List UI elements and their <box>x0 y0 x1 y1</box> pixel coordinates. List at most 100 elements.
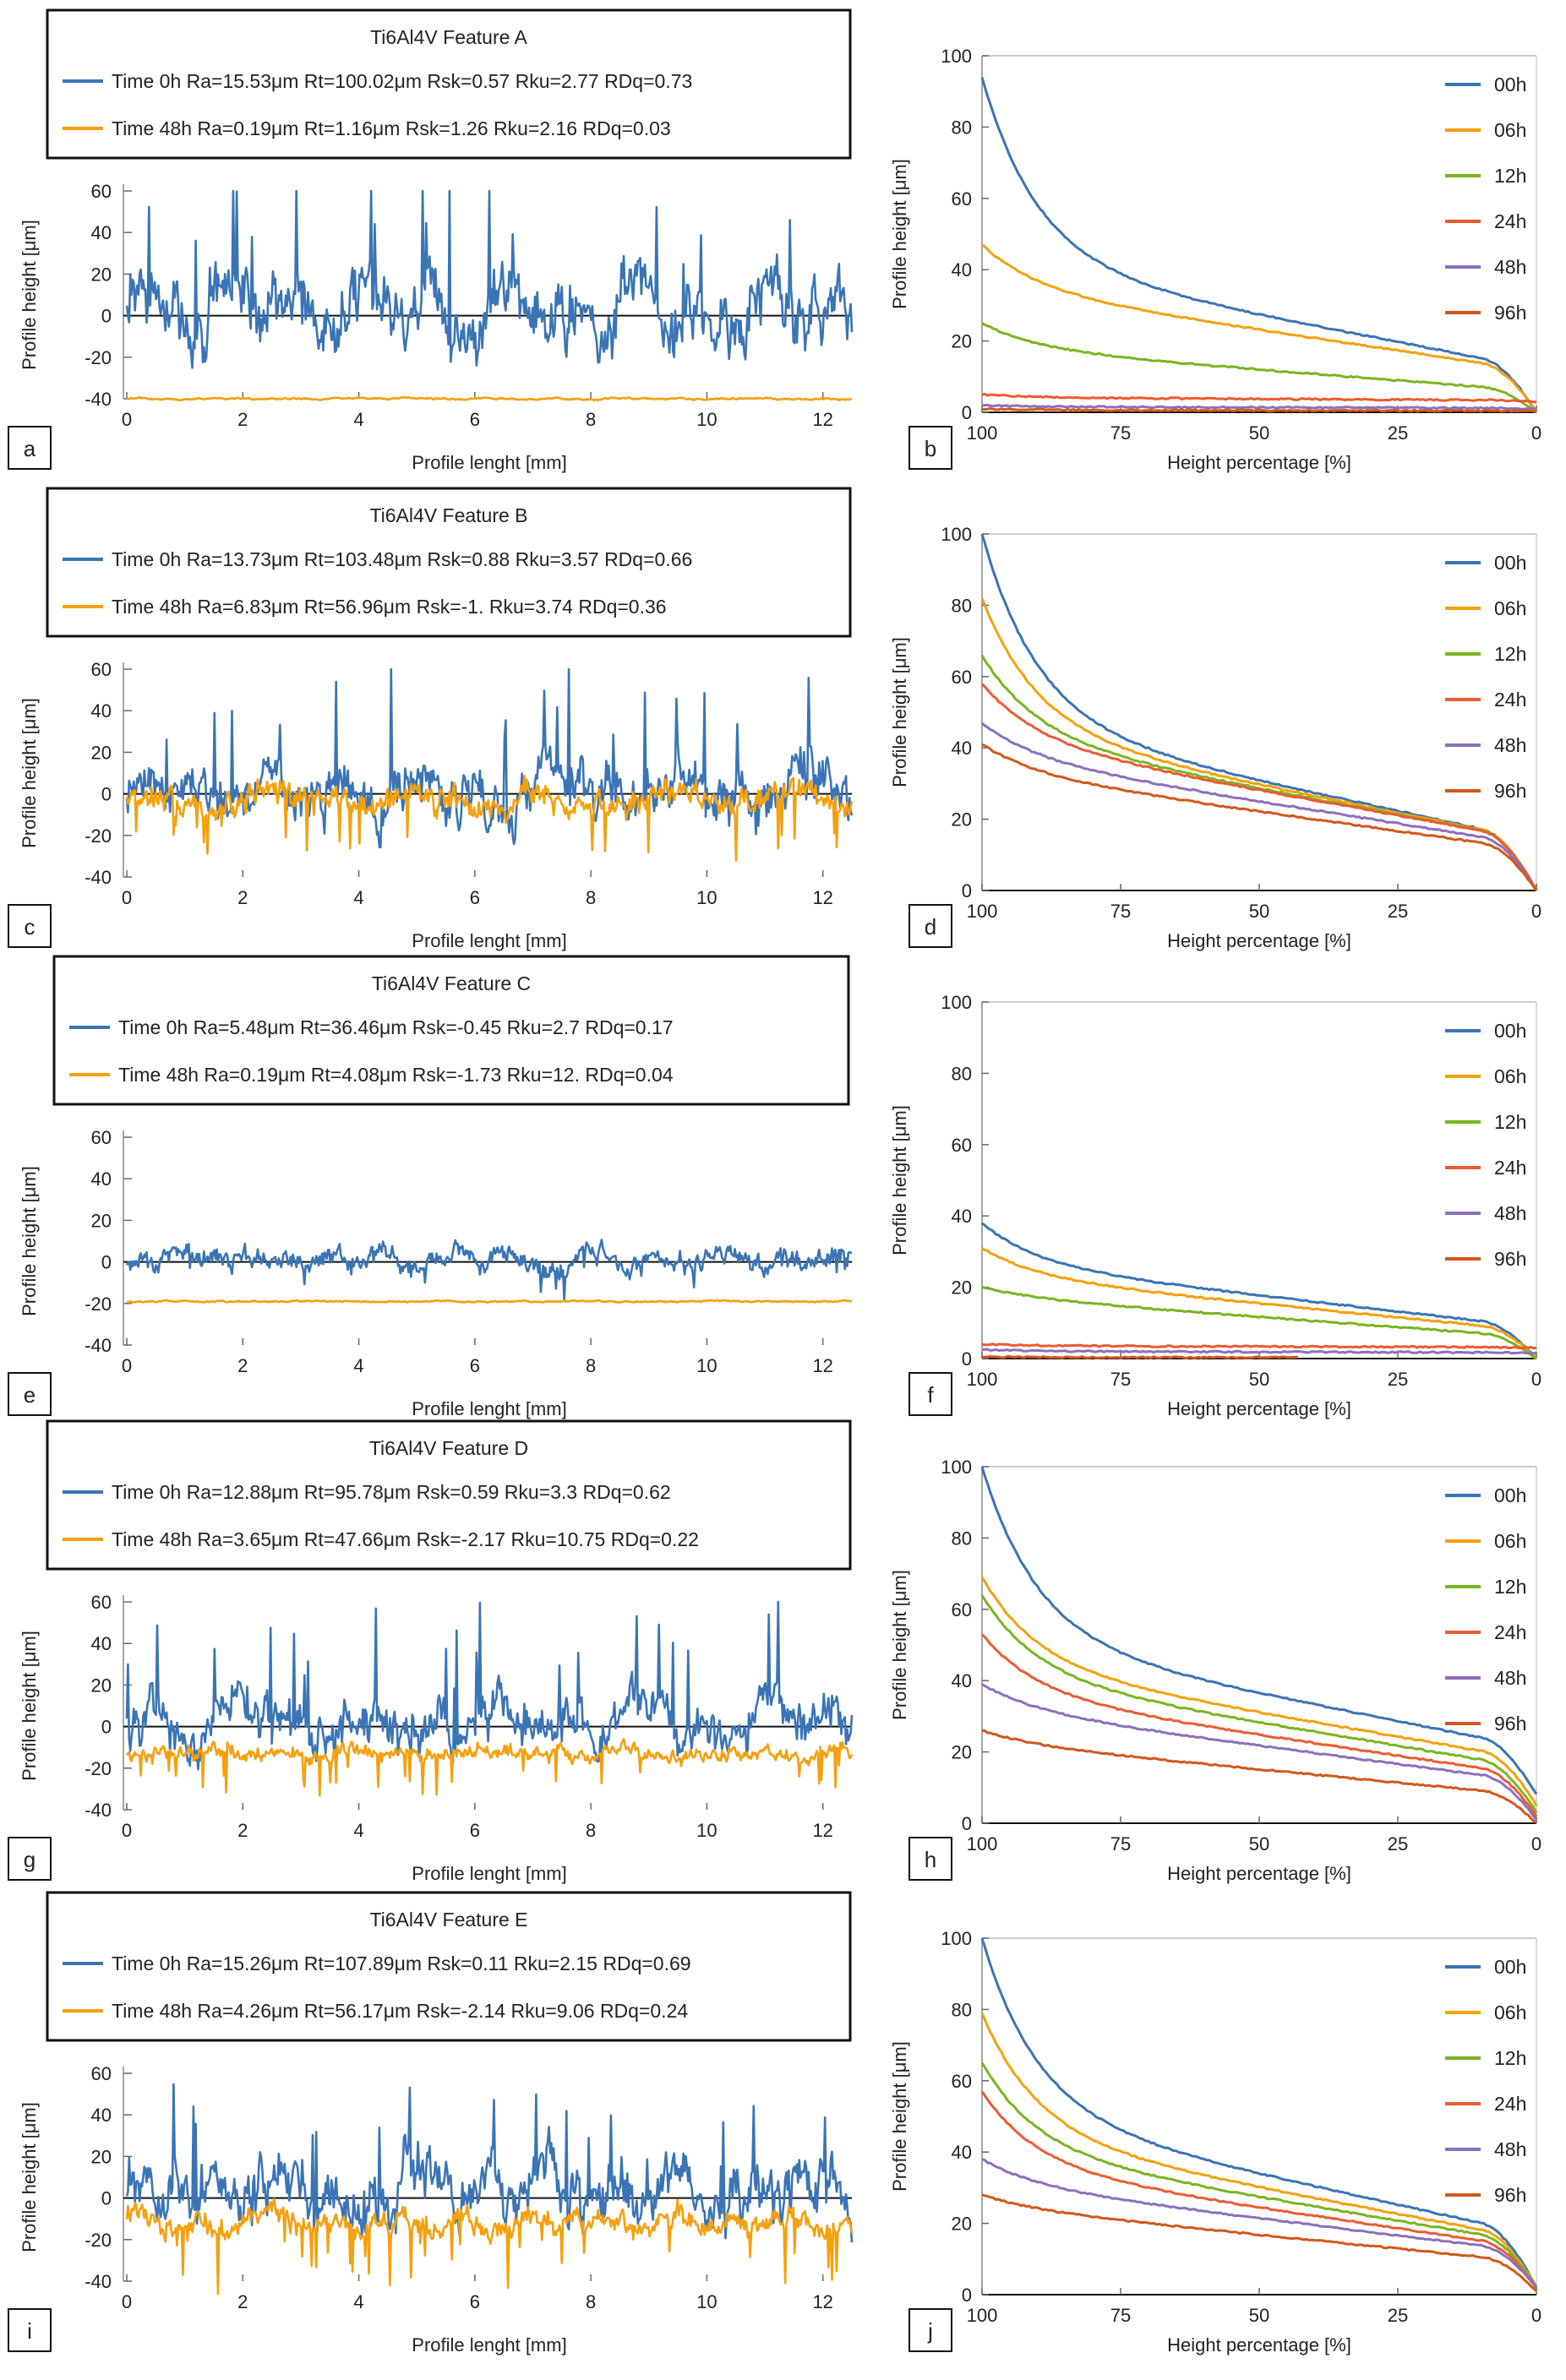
series-line-00h <box>980 1466 1538 1795</box>
x-tick-label: 10 <box>696 887 717 908</box>
series-line-96h <box>981 2193 1538 2292</box>
chart-panel-d: 0 20 40 60 80 100 100 75 50 25 0 00h 06h 12h 24h 48h 96h… <box>889 524 1541 951</box>
chart-panel-e: Ti6Al4V Feature C Time 0h Ra=5.48μm Rt=36… <box>8 955 852 1419</box>
x-tick-label: 25 <box>1388 422 1408 444</box>
x-axis-label: Height percentage [%] <box>1167 1863 1351 1884</box>
legend-entry: 96h <box>1494 302 1526 324</box>
legend-entry: 00h <box>1494 74 1526 95</box>
x-tick-label: 0 <box>1531 901 1541 922</box>
series-line-96h <box>981 1354 1298 1359</box>
legend-entry: Time 0h Ra=13.73μm Rt=103.48μm Rsk=0.88 … <box>112 548 692 570</box>
y-tick-label: 0 <box>101 1252 112 1273</box>
panel-letter-box <box>908 904 952 948</box>
series-line-time-0h <box>125 667 854 849</box>
y-tick-label: 100 <box>941 992 972 1013</box>
legend-entry: 12h <box>1494 1111 1526 1133</box>
panel-letter-box <box>908 1837 952 1881</box>
legend-entry: 06h <box>1494 597 1526 619</box>
x-tick-label: 8 <box>586 887 596 908</box>
x-axis-label: Profile lenght [mm] <box>412 2334 566 2355</box>
chart-panel-g: Ti6Al4V Feature D Time 0h Ra=12.88μm Rt=9… <box>8 1419 854 1884</box>
y-tick-label: 80 <box>952 1063 972 1084</box>
panel-letter-box <box>908 2308 952 2352</box>
x-tick-label: 25 <box>1388 2305 1408 2326</box>
legend-entry: Time 0h Ra=5.48μm Rt=36.46μm Rsk=-0.45 R… <box>118 1016 674 1038</box>
chart-panel-j: 0 20 40 60 80 100 100 75 50 25 0 00h 06h 12h 24h 48h 96h… <box>889 1928 1541 2355</box>
series-line-12h <box>981 1286 1537 1360</box>
legend-entry: 96h <box>1494 1248 1526 1270</box>
legend-entry: 12h <box>1494 2047 1526 2069</box>
x-tick-label: 4 <box>353 409 363 430</box>
y-tick-label: 20 <box>91 1210 112 1231</box>
panel-letter-box <box>8 426 52 470</box>
x-axis-label: Profile lenght [mm] <box>412 1863 566 1884</box>
chart-panel-f: 0 20 40 60 80 100 100 75 50 25 0 00h 06h 12h 24h 48h 96h… <box>889 992 1541 1419</box>
x-tick-label: 75 <box>1110 1369 1131 1390</box>
x-tick-label: 2 <box>237 1355 248 1376</box>
panel-letter-box <box>8 1837 52 1881</box>
x-tick-label: 100 <box>967 1833 998 1854</box>
series-line-48h <box>981 722 1538 891</box>
y-tick-label: 0 <box>101 784 112 805</box>
series-line-time-48h <box>126 1299 852 1304</box>
series-line-12h <box>980 655 1538 891</box>
y-tick-label: 40 <box>91 222 112 243</box>
legend-entry: Time 48h Ra=6.83μm Rt=56.96μm Rsk=-1. Rk… <box>112 596 667 618</box>
x-tick-label: 10 <box>696 1355 717 1376</box>
y-tick-label: 40 <box>91 1633 112 1654</box>
y-axis-label: Profile height [μm] <box>889 159 910 309</box>
x-tick-label: 4 <box>353 2291 363 2312</box>
y-axis-label: Profile height [μm] <box>19 1631 40 1781</box>
y-tick-label: 100 <box>941 1457 972 1478</box>
series-line-00h <box>981 1222 1538 1359</box>
y-tick-label: 60 <box>952 667 972 688</box>
x-tick-label: 2 <box>237 887 248 908</box>
legend-box <box>46 8 852 160</box>
series-line-12h <box>981 322 1537 414</box>
y-tick-label: 40 <box>952 259 972 280</box>
panel-letter-box <box>8 904 52 948</box>
legend-entry: Time 48h Ra=0.19μm Rt=4.08μm Rsk=-1.73 R… <box>118 1064 674 1086</box>
chart-panel-b: 0 20 40 60 80 100 100 75 50 25 0 00h 06h 12h 24h 48h 96h… <box>889 46 1541 473</box>
x-tick-label: 75 <box>1110 2305 1131 2326</box>
series-line-24h <box>980 683 1538 891</box>
legend-box <box>52 955 850 1106</box>
legend-entry: 12h <box>1494 165 1526 187</box>
x-tick-label: 0 <box>1531 2305 1541 2326</box>
chart-title: Ti6Al4V Feature A <box>370 26 527 48</box>
y-axis-label: Profile height [μm] <box>19 2102 40 2252</box>
y-tick-label: 0 <box>101 2188 112 2209</box>
x-axis-label: Profile lenght [mm] <box>412 930 566 951</box>
x-tick-label: 12 <box>812 887 832 908</box>
x-tick-label: 8 <box>586 409 596 430</box>
legend-entry: 06h <box>1494 119 1526 141</box>
x-tick-label: 75 <box>1110 901 1131 922</box>
x-tick-label: 100 <box>967 422 998 444</box>
x-tick-label: 6 <box>470 887 480 908</box>
y-tick-label: 60 <box>91 181 112 202</box>
panel-letter-box <box>8 1372 52 1416</box>
x-tick-label: 0 <box>1531 1369 1541 1390</box>
series-line-06h <box>981 243 1538 413</box>
y-tick-label: -40 <box>85 2271 112 2292</box>
y-tick-label: 20 <box>952 809 972 831</box>
x-tick-label: 10 <box>696 409 717 430</box>
series-line-06h <box>980 2012 1538 2288</box>
y-tick-label: 40 <box>91 700 112 722</box>
x-tick-label: 6 <box>470 2291 480 2312</box>
chart-panel-a: Ti6Al4V Feature A Time 0h Ra=15.53μm Rt=1… <box>8 8 854 473</box>
chart-title: Ti6Al4V Feature C <box>372 972 531 994</box>
legend-entry: Time 0h Ra=15.53μm Rt=100.02μm Rsk=0.57 … <box>112 70 692 92</box>
x-tick-label: 10 <box>696 2291 717 2312</box>
series-line-96h <box>981 1729 1537 1824</box>
legend-entry: 24h <box>1494 2093 1526 2115</box>
x-tick-label: 12 <box>812 1355 832 1376</box>
panel-letter: h <box>925 1847 936 1872</box>
chart-title: Ti6Al4V Feature D <box>369 1437 528 1459</box>
y-tick-label: 40 <box>952 1206 972 1227</box>
legend-entry: 48h <box>1494 256 1526 278</box>
y-tick-label: 20 <box>91 264 112 285</box>
legend-entry: 06h <box>1494 1530 1526 1552</box>
series-line-12h <box>980 2061 1538 2288</box>
